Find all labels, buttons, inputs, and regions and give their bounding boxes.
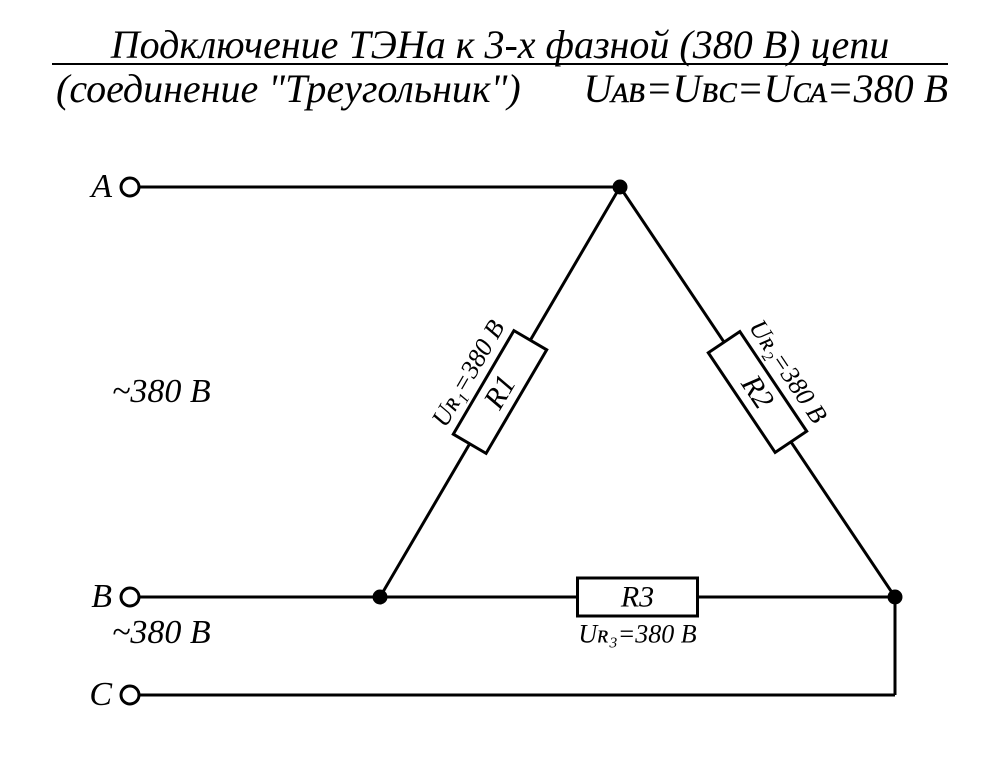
voltage-label-AB: ~380 В [112,373,211,410]
title-line2-right: Uᴀʙ=Uʙᴄ=Uᴄᴀ=380 В [584,66,948,111]
resistor-R3-voltage: Uʀ₃=380 В [578,620,696,649]
resistor-R3: R3 Uʀ₃=380 В [380,578,895,649]
resistor-R3-label: R3 [620,581,654,614]
title-line1: Подключение ТЭНа к 3-х фазной (380 В) це… [110,22,889,67]
voltage-label-BC: ~380 В [112,614,211,651]
terminal-label-A: A [89,168,112,205]
terminal-label-C: C [89,676,112,713]
resistor-R2: R2Uʀ₂=380 В [620,187,895,597]
resistor-R1: R1Uʀ₁=380 В [380,187,620,597]
terminal-label-B: B [91,578,112,615]
title-line2-left: (соединение "Треугольник") [56,66,521,111]
